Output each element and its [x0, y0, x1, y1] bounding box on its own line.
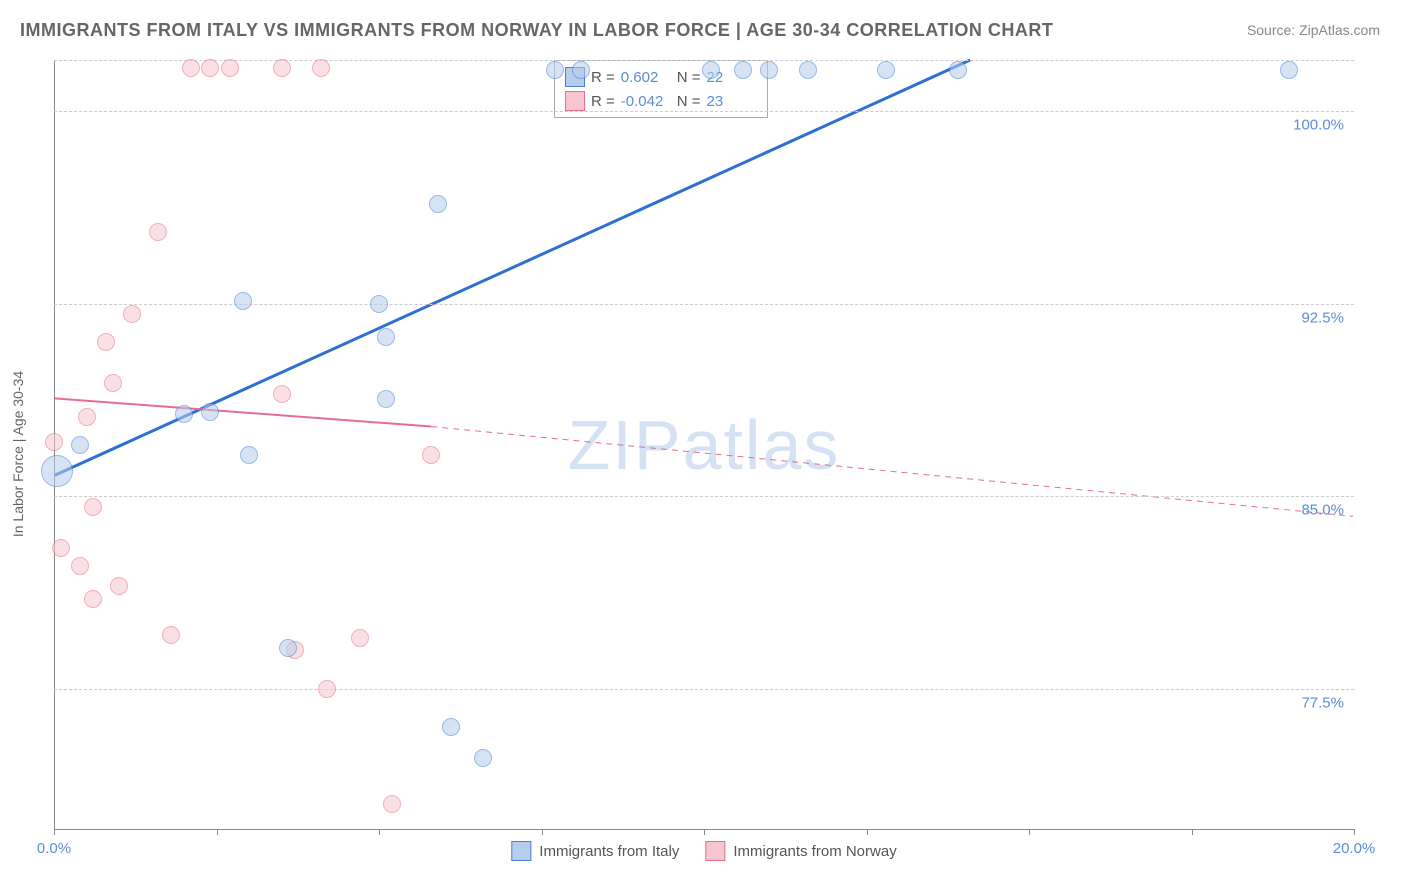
x-tick: [867, 829, 868, 835]
r-value: -0.042: [621, 93, 671, 110]
y-tick-label: 77.5%: [1301, 694, 1344, 711]
series-legend-item: Immigrants from Norway: [705, 841, 896, 861]
scatter-point-italy: [377, 328, 395, 346]
x-tick: [379, 829, 380, 835]
scatter-point-norway: [78, 408, 96, 426]
scatter-point-italy: [429, 195, 447, 213]
scatter-point-italy: [877, 61, 895, 79]
source-label: Source:: [1247, 22, 1295, 38]
scatter-point-norway: [162, 626, 180, 644]
scatter-point-norway: [84, 498, 102, 516]
scatter-point-italy: [201, 403, 219, 421]
x-tick: [1354, 829, 1355, 835]
scatter-point-norway: [422, 446, 440, 464]
series-legend-label: Immigrants from Norway: [733, 843, 896, 860]
x-tick: [217, 829, 218, 835]
legend-swatch: [705, 841, 725, 861]
scatter-point-norway: [52, 539, 70, 557]
scatter-point-norway: [221, 59, 239, 77]
scatter-point-norway: [182, 59, 200, 77]
scatter-point-italy: [799, 61, 817, 79]
trend-line: [55, 398, 432, 426]
scatter-point-italy: [279, 639, 297, 657]
scatter-point-italy: [949, 61, 967, 79]
scatter-point-norway: [201, 59, 219, 77]
x-tick: [54, 829, 55, 835]
legend-row: R =0.602N =22: [565, 65, 757, 89]
scatter-point-norway: [84, 590, 102, 608]
legend-swatch: [511, 841, 531, 861]
trend-line: [431, 427, 1353, 517]
source-attribution: Source: ZipAtlas.com: [1247, 22, 1380, 38]
scatter-point-norway: [273, 59, 291, 77]
series-legend-item: Immigrants from Italy: [511, 841, 679, 861]
scatter-point-italy: [377, 390, 395, 408]
source-name: ZipAtlas.com: [1299, 22, 1380, 38]
x-tick: [1192, 829, 1193, 835]
scatter-point-italy: [734, 61, 752, 79]
scatter-point-italy: [41, 455, 73, 487]
x-tick-label: 0.0%: [37, 840, 71, 857]
scatter-point-italy: [572, 61, 590, 79]
scatter-point-italy: [71, 436, 89, 454]
r-label: R =: [591, 69, 615, 86]
y-axis-label: In Labor Force | Age 30-34: [10, 371, 26, 537]
scatter-point-italy: [370, 295, 388, 313]
y-tick-label: 100.0%: [1293, 117, 1344, 134]
scatter-point-norway: [312, 59, 330, 77]
gridline-h: [54, 689, 1354, 690]
x-tick-label: 20.0%: [1333, 840, 1376, 857]
scatter-point-norway: [149, 223, 167, 241]
scatter-point-italy: [234, 292, 252, 310]
scatter-point-italy: [442, 718, 460, 736]
scatter-point-norway: [110, 577, 128, 595]
chart-title: IMMIGRANTS FROM ITALY VS IMMIGRANTS FROM…: [20, 20, 1053, 41]
scatter-point-norway: [383, 795, 401, 813]
series-legend-label: Immigrants from Italy: [539, 843, 679, 860]
r-value: 0.602: [621, 69, 671, 86]
y-tick-label: 92.5%: [1301, 309, 1344, 326]
legend-row: R = -0.042 N = 23: [565, 89, 757, 113]
scatter-point-italy: [702, 61, 720, 79]
scatter-point-italy: [1280, 61, 1298, 79]
n-label: N =: [677, 69, 701, 86]
n-label: N =: [677, 93, 701, 110]
x-tick: [704, 829, 705, 835]
series-legend: Immigrants from Italy Immigrants from Nor…: [511, 841, 896, 861]
scatter-point-italy: [240, 446, 258, 464]
scatter-point-italy: [546, 61, 564, 79]
legend-swatch: [565, 91, 585, 111]
scatter-point-norway: [273, 385, 291, 403]
gridline-h: [54, 111, 1354, 112]
scatter-point-italy: [474, 749, 492, 767]
scatter-point-norway: [351, 629, 369, 647]
plot-area: ZIPatlas R =0.602N =22R =-0.042N =23 Imm…: [54, 60, 1354, 830]
gridline-h: [54, 496, 1354, 497]
x-tick: [542, 829, 543, 835]
x-tick: [1029, 829, 1030, 835]
watermark: ZIPatlas: [568, 405, 841, 485]
gridline-h: [54, 60, 1354, 61]
scatter-point-norway: [123, 305, 141, 323]
y-tick-label: 85.0%: [1301, 502, 1344, 519]
scatter-point-norway: [318, 680, 336, 698]
scatter-point-norway: [71, 557, 89, 575]
n-value: 23: [707, 93, 757, 110]
scatter-point-norway: [45, 433, 63, 451]
r-label: R =: [591, 93, 615, 110]
scatter-point-norway: [97, 333, 115, 351]
scatter-point-norway: [104, 374, 122, 392]
scatter-point-italy: [175, 405, 193, 423]
trend-lines-svg: [54, 60, 1354, 829]
scatter-point-italy: [760, 61, 778, 79]
